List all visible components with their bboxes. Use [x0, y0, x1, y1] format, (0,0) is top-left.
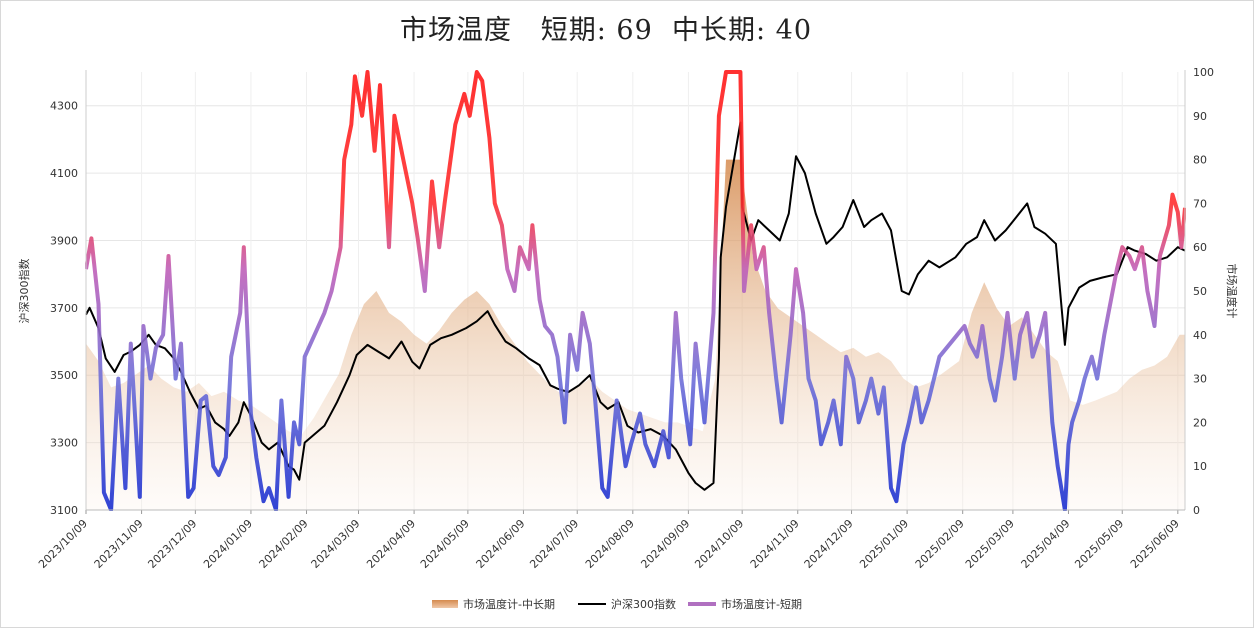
y-left-tick-label: 3300	[50, 437, 78, 450]
legend-swatch-long-term	[432, 600, 458, 608]
chart-title: 市场温度 短期: 69 中长期: 40	[0, 8, 1212, 47]
title-long-value: 40	[775, 15, 813, 46]
y-right-tick-label: 30	[1193, 373, 1207, 386]
y-right-tick-label: 40	[1193, 329, 1207, 342]
x-tick-label: 2024/11/09	[748, 517, 802, 571]
x-tick-label: 2024/09/09	[638, 517, 692, 571]
title-main: 市场温度	[399, 15, 512, 46]
y-right-axis-title: 市场温度计	[1225, 264, 1239, 319]
x-tick-label: 2023/10/09	[36, 517, 90, 571]
y-right-tick-label: 70	[1193, 197, 1207, 210]
index-line	[85, 121, 1186, 491]
x-tick-label: 2024/06/09	[474, 517, 528, 571]
y-left-tick-label: 4100	[50, 167, 78, 180]
y-right-tick-label: 10	[1193, 460, 1207, 473]
index-line-layer	[85, 121, 1186, 491]
x-tick-label: 2025/03/09	[963, 517, 1017, 571]
title-long-label: 中长期:	[671, 15, 767, 46]
x-tick-label: 2025/05/09	[1072, 517, 1126, 571]
y-right-tick-label: 60	[1193, 241, 1207, 254]
short-term-line	[85, 70, 1186, 511]
legend-label-short-term: 市场温度计-短期	[721, 597, 802, 611]
y-left-axis-title: 沪深300指数	[17, 259, 31, 324]
x-tick-label: 2024/05/09	[418, 517, 472, 571]
x-tick-label: 2025/06/09	[1128, 517, 1182, 571]
x-tick-label: 2024/12/09	[802, 517, 856, 571]
y-left-tick-label: 3900	[50, 234, 78, 247]
title-short-value: 69	[616, 15, 653, 46]
y-left-tick-label: 3500	[50, 369, 78, 382]
x-tick-label: 2024/01/09	[201, 517, 255, 571]
x-tick-label: 2024/03/09	[309, 517, 363, 571]
x-tick-label: 2024/02/09	[257, 517, 311, 571]
legend-label-long-term: 市场温度计-中长期	[463, 597, 555, 611]
legend: 市场温度计-中长期 沪深300指数 市场温度计-短期	[432, 597, 802, 611]
x-tick-label: 2024/07/09	[527, 517, 581, 571]
y-right-tick-label: 100	[1193, 66, 1214, 79]
x-tick-label: 2024/10/09	[692, 517, 746, 571]
y-right-tick-label: 80	[1193, 154, 1207, 167]
y-right-tick-label: 90	[1193, 110, 1207, 123]
y-left-tick-label: 4300	[50, 100, 78, 113]
x-tick-label: 2025/01/09	[857, 517, 911, 571]
legend-label-index: 沪深300指数	[611, 597, 676, 611]
title-short-label: 短期:	[540, 15, 607, 46]
y-left-tick-label: 3100	[50, 504, 78, 517]
y-right-tick-label: 0	[1193, 504, 1200, 517]
x-tick-label: 2025/04/09	[1019, 517, 1073, 571]
x-tick-label: 2025/02/09	[913, 517, 967, 571]
x-tick-label: 2023/12/09	[145, 517, 199, 571]
y-right-tick-label: 50	[1193, 285, 1207, 298]
y-left-tick-label: 3700	[50, 302, 78, 315]
y-right-tick-label: 20	[1193, 416, 1207, 429]
x-tick-label: 2024/08/09	[583, 517, 637, 571]
short-term-line-layer	[85, 70, 1186, 511]
x-tick-label: 2024/04/09	[364, 517, 418, 571]
x-tick-label: 2023/11/09	[92, 517, 146, 571]
